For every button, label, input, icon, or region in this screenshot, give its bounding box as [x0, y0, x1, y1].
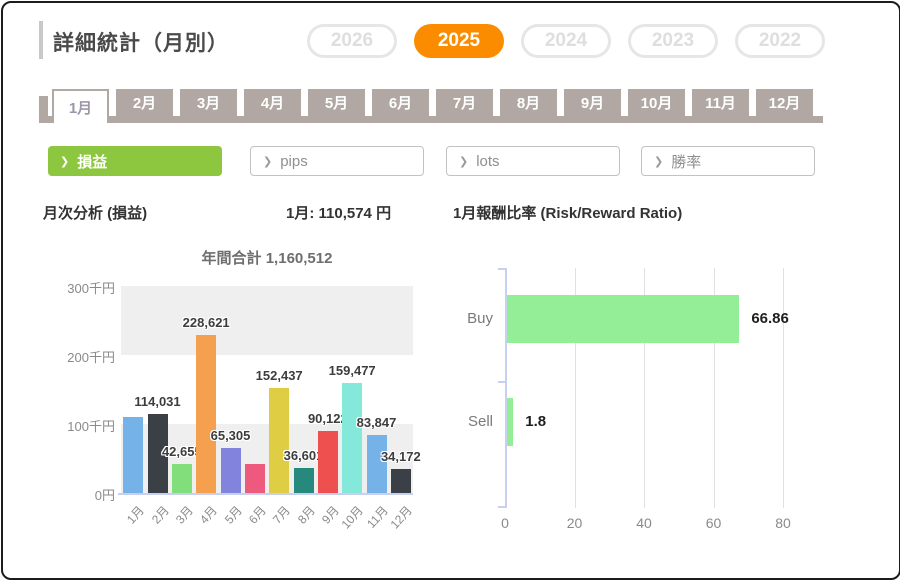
bar-value-label: 83,847: [356, 415, 397, 431]
risk-reward-bar-chart: Buy 66.86 Sell 1.8 0 20 40 60 80: [443, 258, 873, 548]
chevron-right-icon: ❯: [459, 155, 469, 168]
x-axis-line: [118, 493, 413, 495]
filter-button-lots[interactable]: ❯ lots: [446, 146, 620, 176]
month-tab-5[interactable]: 5月: [308, 89, 365, 116]
month-tab-3[interactable]: 3月: [180, 89, 237, 116]
rr-category-label: Sell: [467, 413, 493, 430]
year-pill-2026[interactable]: 2026: [307, 24, 397, 58]
gridline: [713, 268, 715, 508]
bar-8月: [293, 467, 314, 493]
y-axis-tick-mark: [498, 506, 506, 508]
bar-value-label: 42,655: [161, 443, 202, 459]
filter-label: 損益: [77, 153, 108, 171]
plot-band: [121, 286, 413, 355]
month-tab-11[interactable]: 11月: [692, 89, 749, 116]
rr-value-label: 66.86: [751, 310, 789, 327]
bar-value-label: 159,477: [328, 362, 376, 378]
year-pill-2024[interactable]: 2024: [521, 24, 611, 58]
month-tab-6[interactable]: 6月: [372, 89, 429, 116]
y-axis-tick-label: 200千円: [67, 350, 115, 365]
y-axis-tick-label: 0円: [94, 488, 115, 503]
y-axis-tick-label: 300千円: [67, 281, 115, 296]
month-tab-12[interactable]: 12月: [756, 89, 813, 116]
bar-7月: [269, 387, 290, 493]
bar-6月: [244, 463, 265, 493]
bar-9月: [317, 430, 338, 493]
x-axis-tick-label: 20: [566, 515, 583, 531]
year-tab-group: 2026 2025 2024 2023 2022: [307, 24, 825, 58]
chart-title: 年間合計 1,160,512: [201, 250, 333, 267]
y-axis-tick-mark: [498, 268, 506, 270]
bar-4月: [196, 335, 217, 493]
y-axis-line: [505, 268, 507, 508]
bar-value-label: 90,122: [307, 410, 348, 426]
month-tab-2[interactable]: 2月: [116, 89, 173, 116]
filter-button-損益[interactable]: ❯ 損益: [48, 146, 222, 176]
filter-label: lots: [476, 152, 500, 170]
rr-bar-sell: [507, 398, 514, 446]
x-axis-tick-label: 40: [636, 515, 652, 531]
y-axis-tick-label: 100千円: [67, 419, 115, 434]
tab-bar-bottom-strip: [39, 116, 823, 123]
plot-band: [121, 424, 413, 493]
gridline: [644, 268, 645, 508]
filter-button-pips[interactable]: ❯ pips: [250, 146, 424, 176]
monthly-profit-bar-chart: 年間合計 1,160,512 300千円 200千円 100千円 0円 1月 114,031…: [43, 247, 433, 547]
year-pill-2023[interactable]: 2023: [628, 24, 718, 58]
y-axis-tick-mark: [498, 381, 506, 383]
filter-label: pips: [280, 152, 308, 170]
gridline: [574, 268, 576, 508]
month-tab-9[interactable]: 9月: [564, 89, 621, 116]
filter-button-勝率[interactable]: ❯ 勝率: [641, 146, 815, 176]
bar-value-label: 34,172: [380, 449, 421, 465]
bar-5月: [220, 447, 241, 493]
month-tab-10[interactable]: 10月: [628, 89, 685, 116]
month-tab-7[interactable]: 7月: [436, 89, 493, 116]
month-tab-8[interactable]: 8月: [500, 89, 557, 116]
x-axis-tick-label: 80: [775, 515, 791, 531]
gridline: [783, 268, 784, 508]
right-section-title: 1月報酬比率 (Risk/Reward Ratio): [453, 205, 683, 222]
bar-value-label: 114,031: [134, 394, 181, 410]
tab-bar-left-cap: [39, 96, 48, 123]
left-section-title: 月次分析 (損益): [43, 205, 148, 222]
rr-category-label: Buy: [467, 310, 493, 327]
bar-10月: [342, 382, 363, 493]
bar-1月: [123, 416, 144, 493]
bar-value-label: 152,437: [255, 367, 303, 383]
x-axis-tick-label: 0: [501, 515, 509, 531]
rr-bar-buy: [507, 295, 740, 343]
bar-12月: [390, 469, 411, 493]
bar-value-label: 36,601: [283, 447, 324, 463]
chevron-right-icon: ❯: [60, 155, 70, 168]
year-pill-2022[interactable]: 2022: [735, 24, 825, 58]
month-tab-group: 1月 2月 3月 4月 5月 6月 7月 8月 9月 10月 11月 12月: [39, 89, 839, 123]
title-accent-bar: [39, 21, 43, 59]
bar-11月: [366, 435, 387, 493]
chevron-right-icon: ❯: [654, 155, 664, 168]
x-axis-tick-label: 60: [705, 515, 722, 531]
page-title: 詳細統計（月別）: [53, 32, 229, 55]
year-pill-2025[interactable]: 2025: [414, 24, 504, 58]
bar-2月: [147, 414, 168, 493]
chevron-right-icon: ❯: [263, 155, 273, 168]
bar-value-label: 65,305: [210, 427, 251, 443]
month-tab-1[interactable]: 1月: [52, 89, 109, 123]
bar-3月: [171, 463, 192, 493]
month-value-readout: 1月: 110,574 円: [286, 205, 392, 222]
month-tab-4[interactable]: 4月: [244, 89, 301, 116]
bar-value-label: 228,621: [182, 315, 230, 331]
filter-label: 勝率: [671, 153, 702, 171]
rr-value-label: 1.8: [525, 413, 547, 430]
